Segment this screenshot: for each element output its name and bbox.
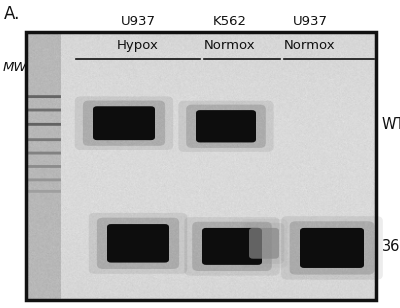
- Text: U937: U937: [292, 15, 328, 28]
- Text: 36B4: 36B4: [382, 239, 400, 254]
- Text: Hypox: Hypox: [117, 39, 159, 52]
- Text: Normox: Normox: [284, 39, 336, 52]
- Text: WT1: WT1: [382, 117, 400, 132]
- FancyBboxPatch shape: [83, 100, 165, 146]
- FancyBboxPatch shape: [290, 221, 374, 275]
- FancyBboxPatch shape: [300, 228, 364, 268]
- FancyBboxPatch shape: [192, 222, 272, 271]
- FancyBboxPatch shape: [89, 213, 187, 274]
- Text: K562: K562: [213, 15, 247, 28]
- FancyBboxPatch shape: [93, 106, 155, 140]
- FancyBboxPatch shape: [97, 218, 179, 269]
- FancyBboxPatch shape: [281, 216, 383, 280]
- Text: MW: MW: [3, 61, 28, 74]
- FancyBboxPatch shape: [178, 101, 274, 152]
- FancyBboxPatch shape: [249, 228, 279, 259]
- FancyBboxPatch shape: [240, 219, 288, 268]
- FancyBboxPatch shape: [186, 105, 266, 148]
- FancyBboxPatch shape: [107, 224, 169, 262]
- FancyBboxPatch shape: [244, 223, 284, 264]
- FancyBboxPatch shape: [202, 228, 262, 265]
- FancyBboxPatch shape: [184, 217, 280, 276]
- FancyBboxPatch shape: [75, 96, 173, 150]
- Bar: [26, 32, 376, 300]
- FancyBboxPatch shape: [196, 110, 256, 142]
- Text: A.: A.: [4, 5, 20, 22]
- Text: Normox: Normox: [204, 39, 256, 52]
- Text: U937: U937: [120, 15, 156, 28]
